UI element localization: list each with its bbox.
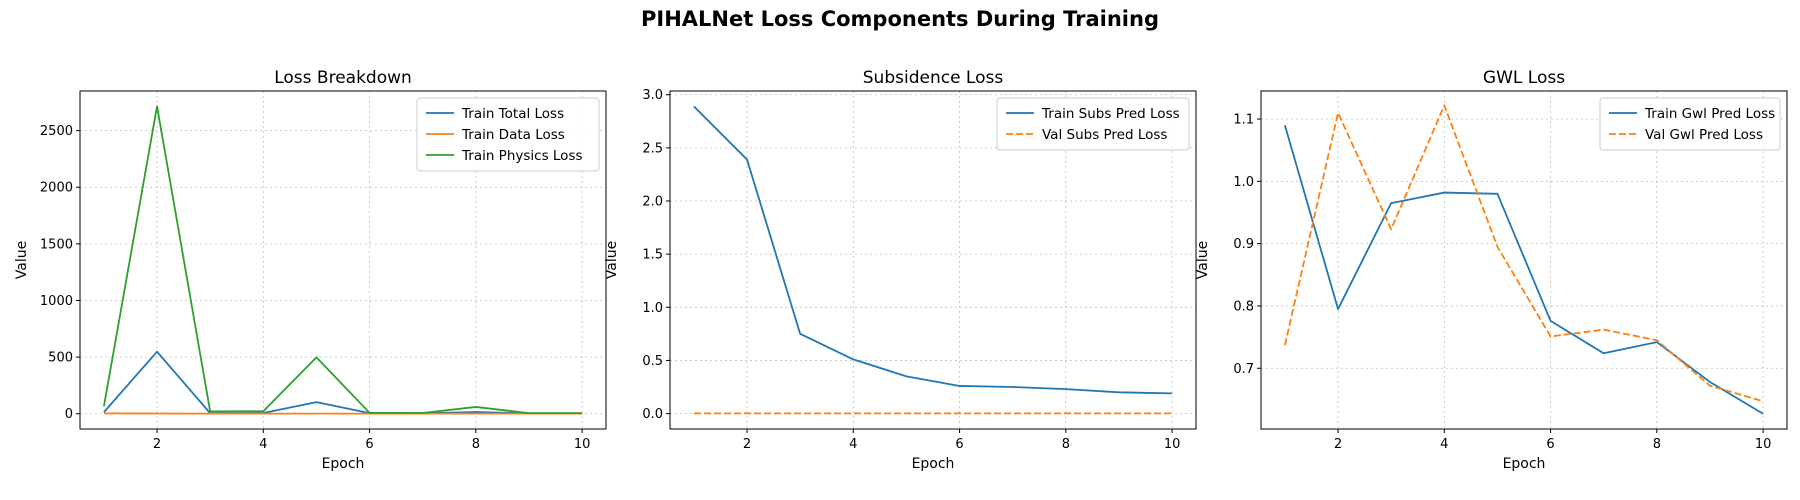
legend-label-1: Train Total Loss xyxy=(461,106,564,122)
x-axis-label: Epoch xyxy=(1503,456,1546,472)
x-tick-label: 2 xyxy=(743,437,751,452)
y-tick-label: 1.0 xyxy=(1233,175,1254,190)
y-tick-label: 1.0 xyxy=(642,301,663,316)
x-axis-label: Epoch xyxy=(322,456,365,472)
y-tick-label: 2.5 xyxy=(642,141,663,156)
series-line-3 xyxy=(103,105,583,415)
y-tick-label: 1.1 xyxy=(1233,113,1254,128)
y-tick-label: 0.7 xyxy=(1233,362,1254,377)
panels: 2 4 6 8 10 0 500 1000 1500 2000 2500 Loss Breakdown… xyxy=(14,68,1788,472)
x-tick-label: 2 xyxy=(153,437,161,452)
x-tick-label: 10 xyxy=(574,437,591,452)
series-line-1 xyxy=(1284,125,1764,415)
y-tick-label: 2500 xyxy=(40,124,73,139)
panel-3: 2 4 6 8 10 0.7 0.8 0.9 1.0 1.1 GWL Loss Epoch Value T… xyxy=(1195,68,1788,472)
y-tick-label: 3.0 xyxy=(642,88,663,103)
panel-title: GWL Loss xyxy=(1483,68,1565,88)
x-tick-label: 4 xyxy=(849,437,857,452)
legend-label-1: Train Subs Pred Loss xyxy=(1041,106,1180,122)
x-tick-label: 6 xyxy=(365,437,373,452)
x-tick-label: 10 xyxy=(1164,437,1181,452)
y-tick-label: 2000 xyxy=(40,181,73,196)
legend-label-2: Val Subs Pred Loss xyxy=(1042,127,1167,143)
panel-1: 2 4 6 8 10 0 500 1000 1500 2000 2500 Loss Breakdown… xyxy=(14,68,607,472)
legend-box xyxy=(1599,97,1781,151)
y-axis-label: Value xyxy=(14,241,30,279)
legend-label-3: Train Physics Loss xyxy=(461,148,583,164)
x-tick-label: 2 xyxy=(1334,437,1342,452)
series-line-1 xyxy=(103,350,583,415)
y-axis-label: Value xyxy=(1195,241,1211,279)
x-tick-label: 6 xyxy=(1546,437,1554,452)
x-tick-label: 4 xyxy=(1440,437,1448,452)
legend-label-2: Train Data Loss xyxy=(461,127,565,143)
legend-label-2: Val Gwl Pred Loss xyxy=(1645,127,1763,143)
panel-title: Loss Breakdown xyxy=(274,68,412,88)
x-axis-label: Epoch xyxy=(912,456,955,472)
y-tick-label: 0.8 xyxy=(1233,299,1254,314)
legend-box xyxy=(996,97,1190,151)
x-tick-label: 6 xyxy=(955,437,963,452)
y-tick-label: 0.5 xyxy=(642,354,663,369)
legend-box xyxy=(416,97,600,172)
panel-2: 2 4 6 8 10 0.0 0.5 1.0 1.5 2.0 2.5 3.0 Subsidence Lo… xyxy=(604,68,1197,472)
y-axis-label: Value xyxy=(604,241,620,279)
legend: Train Subs Pred Loss Val Subs Pred Loss xyxy=(996,97,1190,151)
y-tick-label: 0.0 xyxy=(642,407,663,422)
x-tick-label: 8 xyxy=(1653,437,1661,452)
x-tick-label: 4 xyxy=(259,437,267,452)
axes-frame xyxy=(79,90,607,430)
y-tick-label: 1.5 xyxy=(642,248,663,263)
series-line-2 xyxy=(1284,104,1764,403)
legend-label-1: Train Gwl Pred Loss xyxy=(1644,106,1775,122)
panel-title: Subsidence Loss xyxy=(863,68,1004,88)
series-line-1 xyxy=(693,105,1173,395)
y-tick-label: 1000 xyxy=(40,294,73,309)
y-tick-label: 2.0 xyxy=(642,195,663,210)
y-tick-label: 0.9 xyxy=(1233,237,1254,252)
y-tick-label: 500 xyxy=(48,351,73,366)
axes-frame xyxy=(1260,90,1788,430)
figure-title: PIHALNet Loss Components During Training xyxy=(641,7,1159,31)
x-tick-label: 10 xyxy=(1755,437,1772,452)
legend: Train Gwl Pred Loss Val Gwl Pred Loss xyxy=(1599,97,1781,151)
axes-frame xyxy=(669,90,1197,430)
y-tick-label: 0 xyxy=(65,407,73,422)
x-tick-label: 8 xyxy=(472,437,480,452)
x-tick-label: 8 xyxy=(1062,437,1070,452)
legend: Train Total Loss Train Data Loss Train Phy… xyxy=(416,97,600,172)
y-tick-label: 1500 xyxy=(40,237,73,252)
